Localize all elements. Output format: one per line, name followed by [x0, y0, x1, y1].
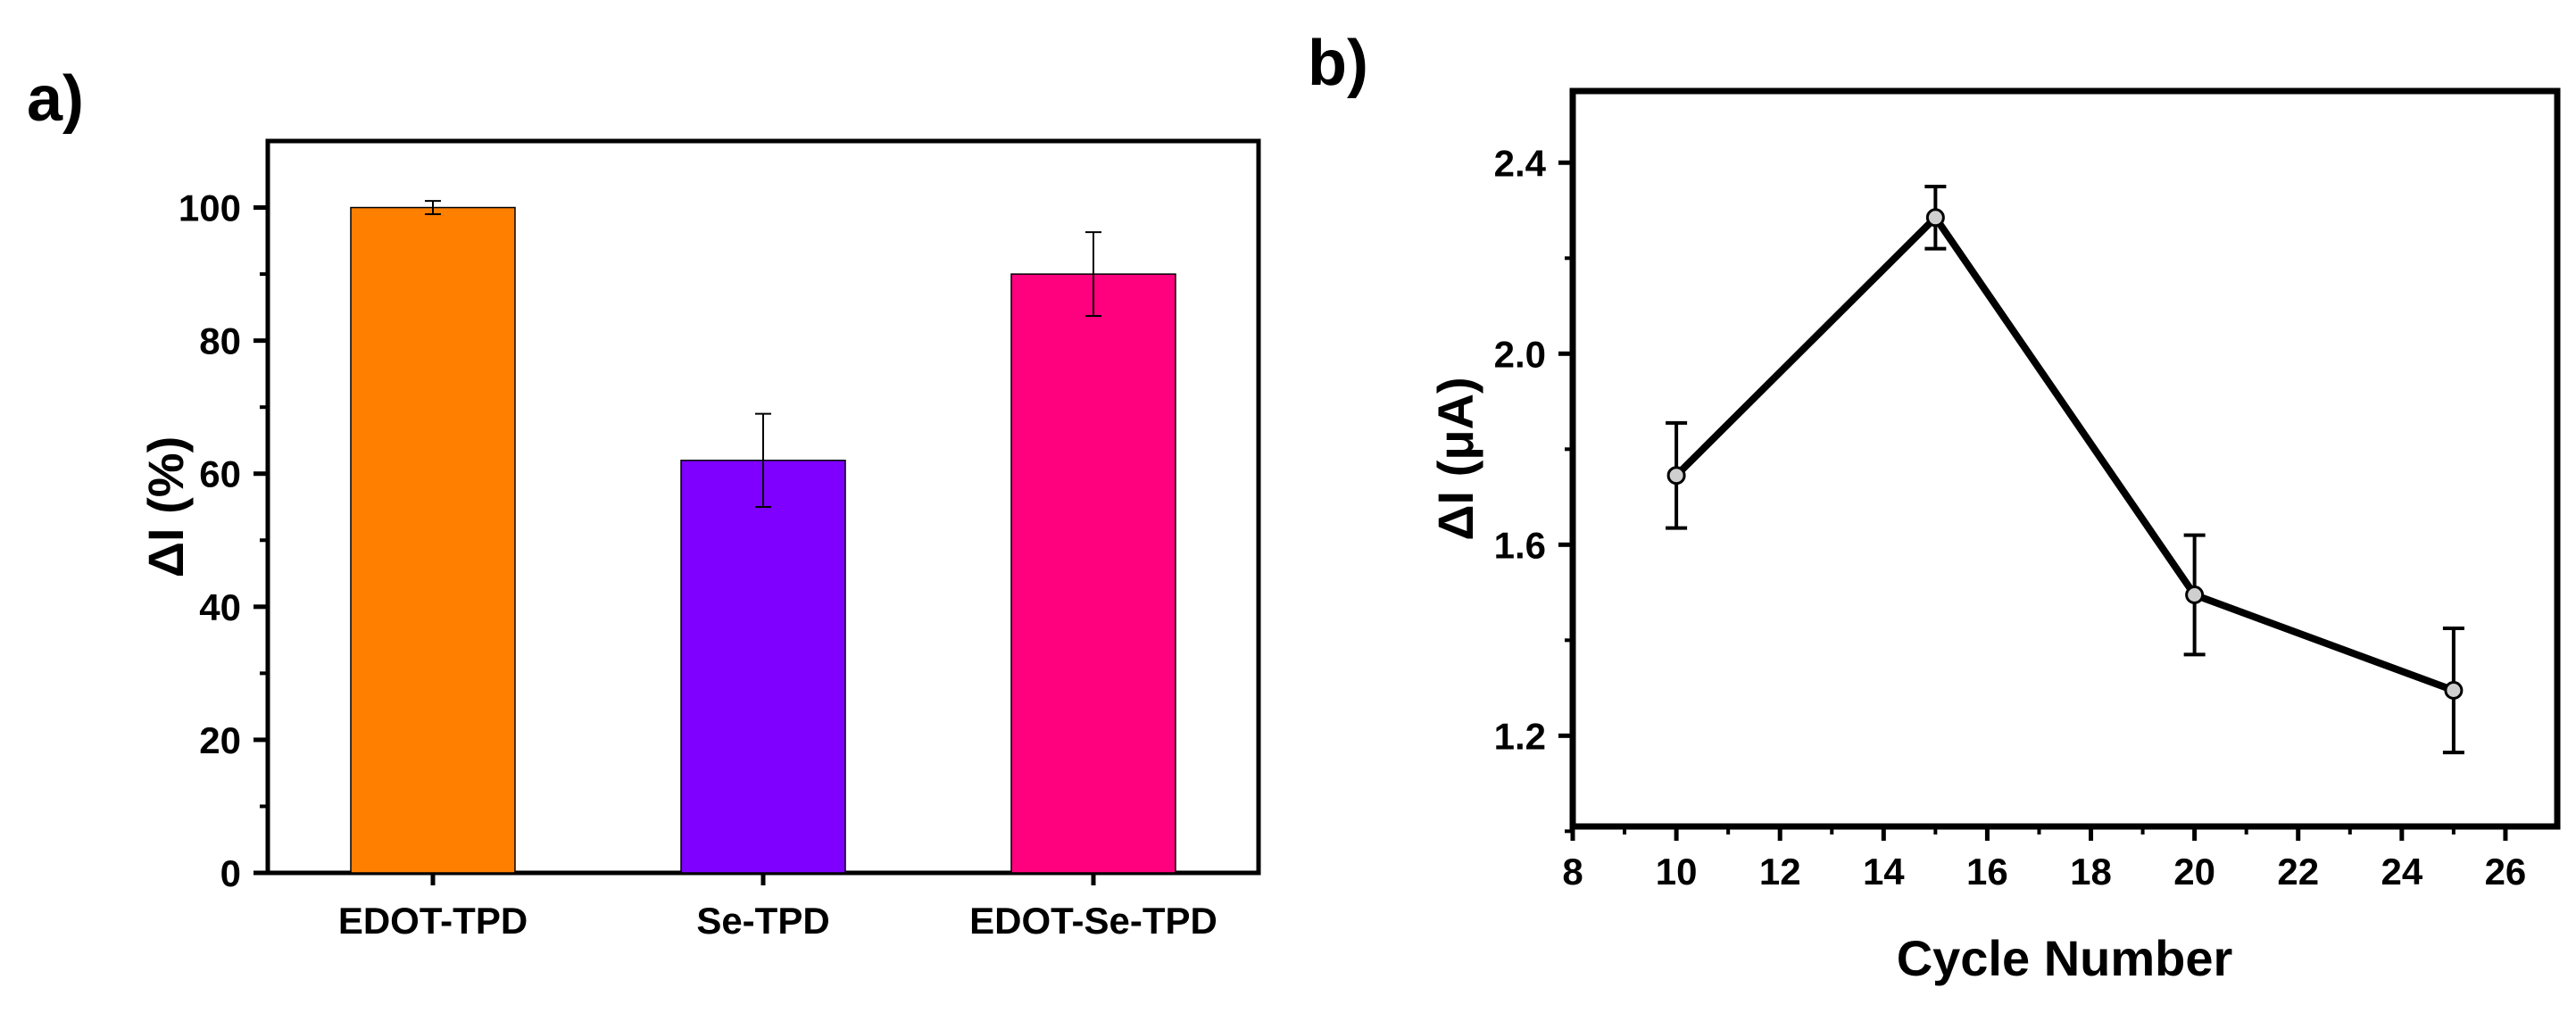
- x-tick-label: EDOT-Se-TPD: [969, 900, 1217, 942]
- y-axis-ticks: 0 20 40 60 80 100: [179, 187, 268, 894]
- line-chart-panel: b) 1.2 1.6 2.0 2.4 8 10 12 14 16 18 20 22 24 26 Cycl…: [1308, 28, 2561, 986]
- y-tick-label: 1.6: [1494, 524, 1546, 566]
- data-point: [2444, 681, 2464, 701]
- x-tick-label: 20: [2173, 851, 2215, 893]
- x-tick-label: 14: [1863, 851, 1905, 893]
- y-tick-label: 2.0: [1494, 333, 1546, 375]
- y-tick-label: 2.4: [1494, 142, 1547, 184]
- y-tick-label: 80: [199, 320, 241, 362]
- panel-a-label: a): [27, 63, 84, 135]
- y-tick-label: 0: [220, 852, 241, 894]
- bar-error-bars: [425, 200, 1101, 508]
- x-tick-label: EDOT-TPD: [338, 900, 528, 942]
- x-tick-label: 26: [2485, 851, 2527, 893]
- x-tick-label: 12: [1759, 851, 1801, 893]
- data-point: [2185, 585, 2205, 604]
- y-axis-title: ΔI (μA): [1427, 377, 1483, 540]
- x-tick-label: 16: [1966, 851, 2008, 893]
- y-tick-label: 60: [199, 453, 241, 495]
- panel-b-label: b): [1308, 28, 1368, 99]
- bar: [350, 206, 516, 874]
- series-line: [1674, 212, 2456, 694]
- y-axis-ticks: 1.2 1.6 2.0 2.4: [1494, 142, 1573, 834]
- data-points: [1666, 208, 2464, 701]
- y-tick-label: 100: [179, 187, 241, 229]
- x-axis-title: Cycle Number: [1897, 930, 2233, 986]
- x-tick-label: 10: [1656, 851, 1698, 893]
- x-tick-label: 18: [2070, 851, 2112, 893]
- bar-chart-panel: a) 0 20 40 60 80 100 EDOT-TPD Se-TPD EDOT-Se-TP…: [27, 63, 1261, 942]
- y-axis-title: ΔI (%): [137, 436, 194, 577]
- x-tick-label: Se-TPD: [696, 900, 829, 942]
- bar: [680, 460, 846, 874]
- x-axis-ticks: EDOT-TPD Se-TPD EDOT-Se-TPD: [338, 873, 1217, 942]
- x-tick-label: 22: [2277, 851, 2319, 893]
- bars: [350, 206, 1176, 874]
- y-tick-label: 40: [199, 586, 241, 628]
- data-point: [1666, 466, 1686, 486]
- data-point: [1925, 208, 1945, 228]
- point-error-bars: [1666, 185, 2464, 755]
- y-tick-label: 20: [199, 719, 241, 761]
- x-tick-label: 24: [2381, 851, 2422, 893]
- y-tick-label: 1.2: [1494, 715, 1546, 757]
- bar: [1010, 273, 1176, 874]
- line-chart-frame: [1569, 87, 2561, 830]
- x-tick-label: 8: [1562, 851, 1583, 893]
- x-axis-ticks: 8 10 12 14 16 18 20 22 24 26: [1562, 826, 2526, 893]
